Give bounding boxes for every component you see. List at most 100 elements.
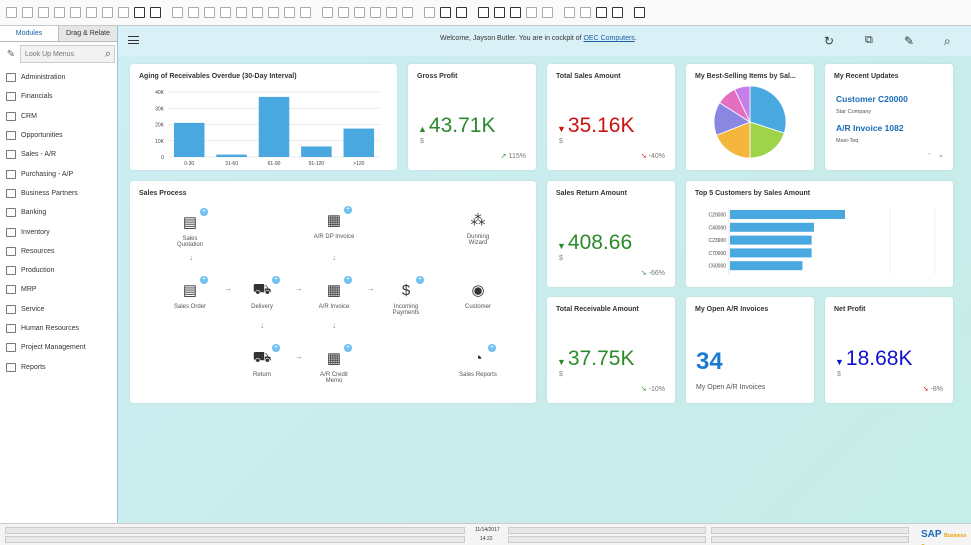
wrench-icon[interactable]: ✎ (6, 48, 16, 60)
incoming-payments-node[interactable]: $ + Incoming Payments (376, 276, 436, 316)
org-icon[interactable] (542, 7, 553, 18)
email-icon[interactable] (102, 7, 113, 18)
recent-update-link[interactable]: A/R Invoice 1082 (836, 123, 904, 133)
dunning-wizard-node[interactable]: ⁂ Dunning Wizard (448, 211, 508, 246)
move-icon[interactable] (134, 7, 145, 18)
word-icon[interactable] (86, 7, 97, 18)
print-icon[interactable] (22, 7, 33, 18)
print-preview-icon[interactable] (38, 7, 49, 18)
sidebar-item-crm[interactable]: CRM (0, 107, 117, 126)
add-icon[interactable]: + (272, 276, 280, 284)
aging-receivables-widget[interactable]: Aging of Receivables Overdue (30-Day Int… (130, 64, 397, 170)
layout-icon[interactable] (386, 7, 397, 18)
alerts-icon[interactable] (494, 7, 505, 18)
sidebar-item-project-management[interactable]: Project Management (0, 338, 117, 357)
calendar-icon[interactable] (478, 7, 489, 18)
cascade-icon[interactable] (612, 7, 623, 18)
sidebar-item-sales-a-r[interactable]: Sales - A/R (0, 145, 117, 164)
search-icon[interactable]: ⌕ (944, 34, 951, 48)
add-icon[interactable]: + (272, 344, 280, 352)
customer-node[interactable]: ◉ Customer (448, 281, 508, 310)
lock-icon[interactable] (402, 7, 413, 18)
ar-invoice-node[interactable]: ▦ + A/R Invoice (304, 276, 364, 310)
tab-drag-relate[interactable]: Drag & Relate (59, 26, 117, 41)
add-icon[interactable]: + (344, 344, 352, 352)
open-ar-invoices-widget[interactable]: My Open A/R Invoices 34 My Open A/R Invo… (686, 297, 814, 403)
sidebar-item-administration[interactable]: Administration (0, 68, 117, 87)
calculator-icon[interactable] (510, 7, 521, 18)
window-icon[interactable] (564, 7, 575, 18)
menu-icon[interactable] (128, 36, 139, 44)
sidebar-item-opportunities[interactable]: Opportunities (0, 126, 117, 145)
sort-icon[interactable] (300, 7, 311, 18)
best-selling-widget[interactable]: My Best-Selling Items by Sal... (686, 64, 814, 170)
tile-icon[interactable] (596, 7, 607, 18)
chat-icon[interactable] (456, 7, 467, 18)
ar-dp-invoice-node[interactable]: ▦ + A/R DP Invoice (304, 206, 364, 240)
grid-icon[interactable] (150, 7, 161, 18)
filter-icon[interactable] (284, 7, 295, 18)
company-link[interactable]: OEC Computers (583, 35, 635, 42)
chart-icon[interactable] (424, 7, 435, 18)
total-receivable-widget[interactable]: Total Receivable Amount ▼37.75K $ ➘ -10% (547, 297, 675, 403)
base-document-icon[interactable] (322, 7, 333, 18)
last-record-icon[interactable] (252, 7, 263, 18)
delivery-node[interactable]: ⛟ + Delivery (232, 276, 292, 310)
sms-icon[interactable] (118, 7, 129, 18)
sidebar-item-purchasing-a-p[interactable]: Purchasing - A/P (0, 164, 117, 183)
menu-search-input[interactable] (25, 50, 95, 58)
sidebar-item-human-resources[interactable]: Human Resources (0, 319, 117, 338)
sidebar-item-mrp[interactable]: MRP (0, 280, 117, 299)
sidebar-item-reports[interactable]: Reports (0, 357, 117, 376)
tab-modules[interactable]: Modules (0, 26, 59, 41)
add-icon[interactable]: + (344, 206, 352, 214)
toolbar-icon[interactable] (6, 7, 17, 18)
sidebar-item-inventory[interactable]: Inventory (0, 222, 117, 241)
export-icon[interactable] (54, 7, 65, 18)
top5-customers-widget[interactable]: Top 5 Customers by Sales Amount C20000 C4… (686, 181, 953, 287)
add-icon[interactable]: + (488, 344, 496, 352)
find-icon[interactable] (172, 7, 183, 18)
messages-icon[interactable] (440, 7, 451, 18)
excel-icon[interactable] (70, 7, 81, 18)
recent-update-link[interactable]: Customer C20000 (836, 94, 908, 104)
scroll-down-icon[interactable]: ⌄ (938, 152, 944, 159)
add-icon[interactable]: + (416, 276, 424, 284)
search-icon[interactable]: ⌕ (104, 47, 111, 60)
sidebar-item-resources[interactable]: Resources (0, 242, 117, 261)
sales-order-node[interactable]: ▤ + Sales Order (160, 276, 220, 310)
sales-reports-node[interactable]: ◔ + Sales Reports (448, 344, 508, 378)
next-record-icon[interactable] (236, 7, 247, 18)
gross-profit-icon[interactable] (354, 7, 365, 18)
cockpit-gallery-icon[interactable]: ⧉ (865, 34, 873, 46)
scroll-up-icon[interactable]: ⌃ (926, 153, 932, 160)
add-icon[interactable] (188, 7, 199, 18)
refresh-icon[interactable]: ↻ (824, 34, 835, 48)
refresh-icon[interactable] (268, 7, 279, 18)
sidebar-item-production[interactable]: Production (0, 261, 117, 280)
ar-credit-memo-node[interactable]: ▦ + A/R Credit Memo (304, 344, 364, 384)
gross-profit-widget[interactable]: Gross Profit ▲43.71K $ ➚ 115% (408, 64, 536, 170)
add-icon[interactable]: + (344, 276, 352, 284)
sidebar-item-financials[interactable]: Financials (0, 87, 117, 106)
return-node[interactable]: ⛟ + Return (232, 344, 292, 378)
total-sales-widget[interactable]: Total Sales Amount ▼35.16K $ ➘ -40% (547, 64, 675, 170)
users-icon[interactable] (526, 7, 537, 18)
first-record-icon[interactable] (204, 7, 215, 18)
open-ar-count[interactable]: 34 (696, 348, 723, 375)
add-icon[interactable]: + (200, 276, 208, 284)
net-profit-widget[interactable]: Net Profit ▼18.68K $ ➘ -8% (825, 297, 953, 403)
target-document-icon[interactable] (338, 7, 349, 18)
sidebar-item-business-partners[interactable]: Business Partners (0, 184, 117, 203)
previous-record-icon[interactable] (220, 7, 231, 18)
sidebar-item-banking[interactable]: Banking (0, 203, 117, 222)
sidebar-item-service[interactable]: Service (0, 300, 117, 319)
settings-icon[interactable] (370, 7, 381, 18)
sales-return-widget[interactable]: Sales Return Amount ▼408.66 $ ➘ -66% (547, 181, 675, 287)
add-icon[interactable]: + (200, 208, 208, 216)
help-icon[interactable] (634, 7, 645, 18)
sales-process-widget[interactable]: Sales Process ▤ + Sales Quotation ▦ + A/R … (130, 181, 536, 403)
recent-updates-widget[interactable]: My Recent Updates Customer C20000 Star C… (825, 64, 953, 170)
edit-icon[interactable]: ✎ (904, 34, 915, 48)
window2-icon[interactable] (580, 7, 591, 18)
